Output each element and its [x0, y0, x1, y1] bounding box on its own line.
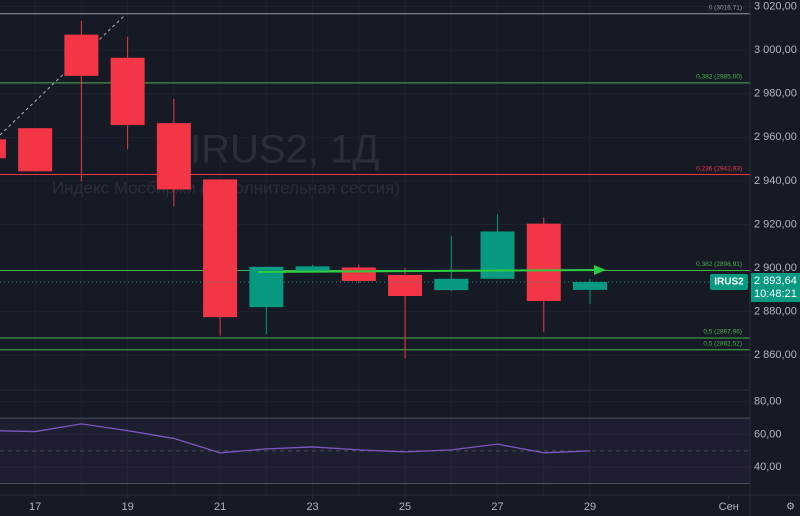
countdown: 10:48:21: [754, 288, 797, 300]
y-tick-label: 3 020,00: [754, 0, 797, 12]
candle-body: [573, 281, 608, 290]
candle-body: [18, 128, 53, 172]
x-tick-label: 23: [306, 501, 318, 513]
y-tick-label: 2 880,00: [754, 306, 797, 318]
watermark: IRUS2, 1Д: [190, 128, 379, 172]
trend-line: [0, 14, 126, 136]
y-tick-label: 2 980,00: [754, 88, 797, 100]
y-tick-label: 2 920,00: [754, 218, 797, 230]
y-tick-label: 2 960,00: [754, 131, 797, 143]
fib-label: 0,5 (2867,96): [703, 329, 742, 336]
candle-body: [249, 266, 284, 308]
y-tick-label: 3 000,00: [754, 44, 797, 56]
arrow-head: [594, 265, 606, 275]
last-price-label: 2 893,64: [754, 275, 797, 287]
x-tick-label: 27: [491, 501, 503, 513]
x-tick-label: 21: [214, 501, 226, 513]
fib-label: 0,382 (2985,00): [696, 74, 742, 81]
fib-label: 0 (3016,71): [709, 4, 742, 11]
candle-body: [203, 179, 238, 318]
candle-body: [341, 267, 376, 281]
candle-body: [526, 223, 561, 302]
y-tick-label: 80,00: [754, 396, 782, 408]
fib-label: 0,382 (2898,91): [696, 261, 742, 268]
candle-body: [434, 278, 469, 291]
candle-body: [156, 123, 191, 190]
symbol-badge: [710, 273, 748, 290]
candle-body: [295, 266, 330, 271]
x-tick-label: 17: [29, 501, 41, 513]
plot: [0, 13, 750, 485]
y-tick-label: 40,00: [754, 461, 782, 473]
fib-label: 0,236 (2942,93): [696, 165, 742, 172]
fib-label: 0,5 (2862,52): [703, 341, 742, 348]
x-tick-label: 29: [584, 501, 596, 513]
rsi-line: [0, 423, 591, 454]
x-tick-label: Сен: [719, 501, 739, 513]
settings-icon[interactable]: ⚙: [786, 502, 795, 513]
symbol-label: IRUS2: [714, 277, 744, 288]
x-tick-label: 25: [399, 501, 411, 513]
y-tick-label: 2 940,00: [754, 175, 797, 187]
candle-body: [388, 274, 423, 297]
candle-body: [110, 57, 145, 126]
y-tick-label: 2 900,00: [754, 262, 797, 274]
candle-body: [64, 34, 99, 76]
arrow: [257, 269, 599, 273]
price-badge: [751, 272, 800, 302]
y-tick-label: 2 860,00: [754, 349, 797, 361]
candle-body: [480, 231, 515, 279]
y-tick-label: 60,00: [754, 428, 782, 440]
candle-body: [0, 139, 6, 159]
x-tick-label: 19: [121, 501, 133, 513]
